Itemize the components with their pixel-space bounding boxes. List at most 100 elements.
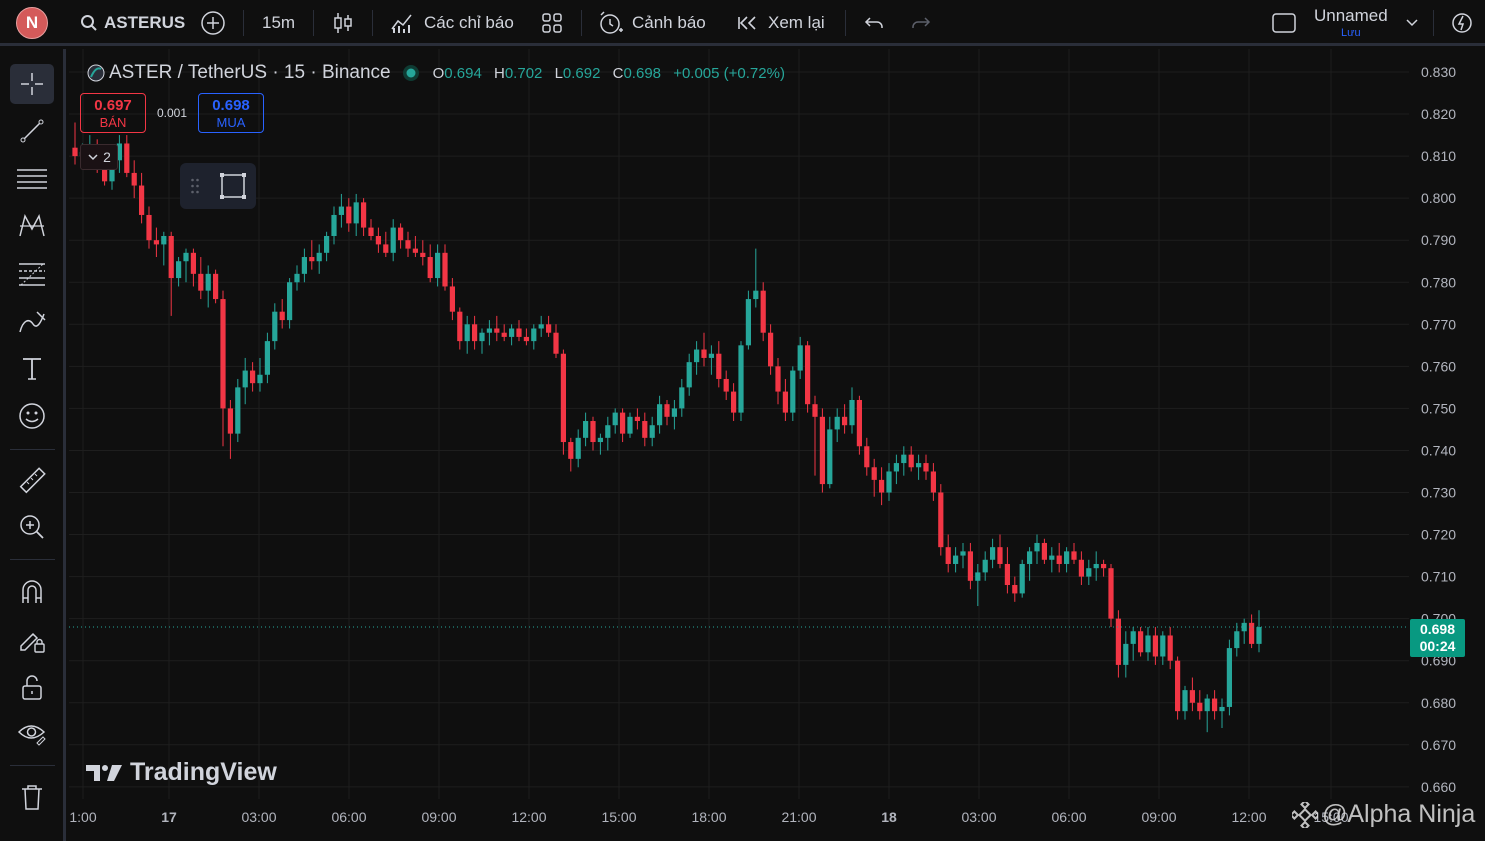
- candle-body: [1071, 551, 1077, 560]
- candle-body: [923, 463, 929, 472]
- rectangle-select-icon[interactable]: [218, 171, 248, 201]
- candle-body: [1078, 559, 1084, 577]
- candle: [227, 399, 233, 459]
- sell-button[interactable]: 0.697 BÁN: [80, 93, 146, 133]
- candle: [1093, 551, 1099, 581]
- candle-body: [479, 332, 485, 342]
- crosshair-tool[interactable]: [10, 64, 54, 104]
- candle: [1167, 627, 1173, 670]
- lock-all-tool[interactable]: [10, 667, 54, 707]
- candle: [279, 299, 285, 329]
- candle-body: [819, 416, 825, 485]
- open-key: O: [432, 64, 445, 82]
- candle-body: [1204, 698, 1210, 712]
- candle-body: [1019, 563, 1025, 594]
- candle: [560, 349, 566, 455]
- candle-body: [967, 551, 973, 581]
- fib-tool[interactable]: [10, 254, 54, 294]
- interval-button[interactable]: 15m: [262, 0, 295, 46]
- candle: [649, 416, 655, 447]
- candle: [1219, 698, 1225, 728]
- candle: [116, 135, 122, 173]
- candle-body: [864, 446, 870, 468]
- horizontal-lines-icon: [17, 169, 47, 189]
- layout-checkbox[interactable]: [1271, 0, 1297, 46]
- candle-body: [879, 479, 885, 493]
- candle-body: [960, 551, 966, 556]
- replay-button[interactable]: Xem lại: [736, 0, 825, 46]
- pattern-tool[interactable]: [10, 206, 54, 246]
- user-avatar[interactable]: N: [16, 7, 48, 39]
- candle-body: [953, 555, 959, 564]
- alarm-clock-icon: [600, 11, 623, 34]
- last-price-value: 0.698: [1419, 621, 1456, 637]
- toolbar-separator: [10, 449, 55, 450]
- ruler-tool[interactable]: [10, 461, 54, 501]
- drag-handle-icon[interactable]: [190, 177, 200, 195]
- candle: [930, 463, 936, 501]
- candle: [294, 265, 300, 291]
- quick-search-button[interactable]: [1450, 0, 1474, 46]
- y-tick-label: 0.780: [1421, 274, 1456, 290]
- candle-body: [738, 345, 744, 413]
- price-chart[interactable]: 0.830 0.820 0.810 0.800 0.790 0.780 0.770 0.760…: [69, 49, 1485, 841]
- compare-symbol-button[interactable]: [200, 0, 226, 46]
- horizontal-lines-tool[interactable]: [10, 158, 54, 198]
- candle-body: [901, 454, 907, 464]
- candle-body: [1004, 563, 1010, 586]
- y-tick-label: 0.790: [1421, 232, 1456, 248]
- candle: [405, 231, 411, 258]
- hide-drawings-tool[interactable]: [10, 713, 54, 753]
- candle-body: [1064, 551, 1070, 564]
- quantity-selector[interactable]: 2: [80, 144, 118, 170]
- candle-body: [671, 408, 677, 417]
- candle: [753, 248, 759, 308]
- candle-body: [316, 252, 322, 262]
- remove-drawings-tool[interactable]: [10, 777, 54, 817]
- candle: [176, 257, 182, 287]
- candle: [449, 278, 455, 321]
- square-icon: [1272, 13, 1296, 33]
- candle: [1145, 627, 1151, 661]
- zoom-tool[interactable]: [10, 507, 54, 547]
- layout-name[interactable]: Unnamed: [1314, 6, 1388, 25]
- indicators-button[interactable]: Các chỉ báo: [390, 0, 514, 46]
- alerts-button[interactable]: Cảnh báo: [598, 0, 706, 46]
- buy-price: 0.698: [212, 97, 250, 114]
- candle: [1212, 690, 1218, 720]
- lock-drawing-tool[interactable]: [10, 619, 54, 659]
- candle: [553, 324, 559, 358]
- symbol-title[interactable]: ASTER / TetherUS · 15 · Binance: [109, 62, 391, 83]
- templates-button[interactable]: [541, 0, 563, 46]
- candle-body: [834, 416, 840, 430]
- candle: [242, 357, 248, 405]
- replay-label: Xem lại: [768, 13, 825, 32]
- candle: [960, 542, 966, 569]
- redo-button[interactable]: [911, 0, 931, 46]
- layout-menu-button[interactable]: [1405, 0, 1419, 46]
- symbol-search-button[interactable]: ASTERUS: [80, 0, 185, 46]
- magnet-tool[interactable]: [10, 571, 54, 611]
- candle-body: [464, 324, 470, 342]
- candle-body: [257, 374, 263, 384]
- candle: [694, 341, 700, 375]
- y-tick-label: 0.820: [1421, 106, 1456, 122]
- candle-body: [679, 387, 685, 409]
- brush-tool[interactable]: [10, 302, 54, 342]
- candle-body: [398, 227, 404, 241]
- candle-body: [361, 202, 367, 228]
- candle: [701, 332, 707, 367]
- text-tool[interactable]: [10, 349, 54, 389]
- buy-button[interactable]: 0.698 MUA: [198, 93, 264, 133]
- candle-body: [220, 299, 226, 409]
- undo-button[interactable]: [864, 0, 884, 46]
- chart-type-button[interactable]: [331, 0, 355, 46]
- candle-body: [849, 399, 855, 426]
- save-label[interactable]: Lưu: [1341, 27, 1361, 39]
- trend-line-tool[interactable]: [10, 111, 54, 151]
- candle-body: [1093, 563, 1099, 569]
- emoji-tool[interactable]: [10, 396, 54, 436]
- candle-body: [1012, 585, 1018, 594]
- candle: [575, 429, 581, 468]
- tradingview-logo[interactable]: TradingView: [84, 758, 277, 787]
